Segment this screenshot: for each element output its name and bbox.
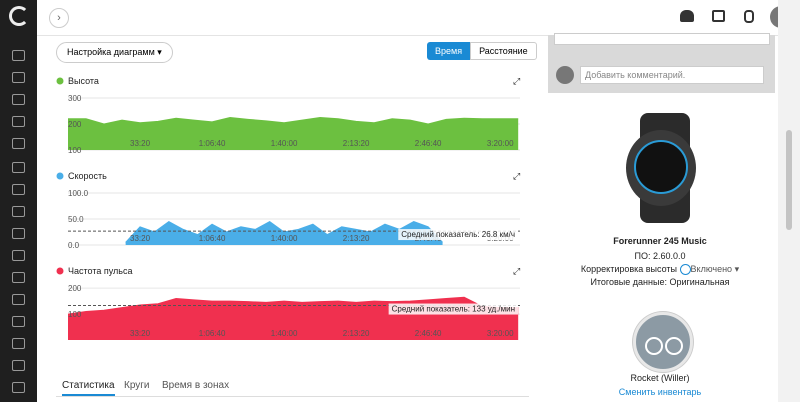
nav-icon[interactable] — [12, 228, 25, 239]
chart-title: Высота — [68, 76, 99, 86]
nav-icon[interactable] — [12, 272, 25, 283]
nav-icon[interactable] — [12, 184, 25, 195]
nav-icon[interactable] — [12, 94, 25, 105]
change-gear[interactable]: Сменить инвентарь — [618, 387, 702, 397]
tab[interactable]: Круги — [124, 380, 150, 391]
x-tick-label: 1:40:00 — [271, 234, 298, 243]
nav-icon[interactable] — [12, 162, 25, 173]
nav-icon[interactable] — [12, 116, 25, 127]
value[interactable]: Включено ▾ — [690, 264, 740, 274]
average-label-bg — [388, 303, 518, 315]
x-tick-label: 2:13:20 — [343, 234, 370, 243]
x-tick-label: 33:20 — [130, 139, 151, 148]
chart-settings[interactable]: Настройка диаграмм ▾ — [56, 42, 173, 63]
scrollbar — [778, 0, 800, 402]
legend-dot — [56, 172, 64, 180]
toggle-time[interactable]: Время — [427, 42, 471, 60]
nav-icon[interactable] — [12, 72, 25, 83]
line — [68, 116, 519, 125]
comment-box — [554, 33, 770, 45]
line — [125, 221, 443, 243]
scroll-thumb[interactable] — [786, 130, 792, 230]
nav-icon[interactable] — [12, 250, 25, 261]
sidebar — [0, 0, 37, 402]
watch-case — [626, 130, 696, 206]
average-label-bg — [398, 229, 518, 241]
y-tick-label: 100 — [68, 310, 82, 319]
help-icon[interactable] — [679, 264, 691, 276]
nav-icon[interactable] — [12, 50, 25, 61]
chart-title: Частота пульса — [68, 266, 132, 276]
device-name: Forerunner 245 Music — [613, 236, 707, 246]
x-tick-label: 2:46:40 — [415, 329, 442, 338]
nav-icon[interactable] — [12, 382, 25, 393]
back-button[interactable]: › — [49, 8, 69, 28]
legend-dot — [56, 77, 64, 85]
avatar — [556, 66, 574, 84]
nav-icon[interactable] — [12, 316, 25, 327]
toggle-distance[interactable]: Расстояние — [470, 42, 537, 60]
x-tick-label: 1:06:40 — [199, 139, 226, 148]
y-tick-label: 100 — [68, 146, 82, 155]
x-tick-label: 3:20:00 — [487, 139, 514, 148]
x-tick-label: 1:06:40 — [199, 329, 226, 338]
nav-icon[interactable] — [12, 338, 25, 349]
y-tick-label: 200 — [68, 120, 82, 129]
label: Корректировка высоты — [580, 264, 678, 274]
y-tick-label: 0.0 — [68, 241, 80, 250]
y-tick-label: 100.0 — [68, 189, 89, 198]
upload-icon[interactable] — [680, 10, 694, 22]
x-tick-label: 2:13:20 — [343, 329, 370, 338]
y-tick-label: 200 — [68, 284, 82, 293]
x-tick-label: 33:20 — [130, 329, 151, 338]
charts: Высота ⤢ 100 200 300 33:20 1:06:40 1:40:00 2:13:… — [56, 76, 520, 340]
x-tick-label: 1:06:40 — [199, 234, 226, 243]
x-tick-label: 2:46:40 — [415, 139, 442, 148]
chart-title: Скорость — [68, 171, 107, 181]
nav-icon[interactable] — [12, 138, 25, 149]
nav-icon[interactable] — [12, 206, 25, 217]
expand-icon: ⤢ — [512, 171, 520, 181]
wheel — [645, 337, 663, 355]
device-icon[interactable] — [744, 10, 754, 23]
bike-icon — [633, 312, 693, 372]
y-tick-label: 300 — [68, 94, 82, 103]
comment-input[interactable]: Добавить комментарий. — [580, 66, 764, 84]
watch-face — [634, 140, 688, 194]
inbox-icon[interactable] — [712, 10, 725, 22]
x-tick-label: 33:20 — [130, 234, 151, 243]
tabs: Статистика Круги Время в зонах — [56, 378, 529, 397]
x-tick-label: 1:40:00 — [271, 139, 298, 148]
area — [125, 221, 443, 245]
area — [68, 117, 519, 150]
average-label: Средний показатель: 26.8 км/ч — [401, 230, 515, 239]
y-tick-label: 50.0 — [68, 215, 84, 224]
nav-icon[interactable] — [12, 360, 25, 371]
summary: Итоговые данные: Оригинальная — [590, 277, 730, 287]
average-label: Средний показатель: 133 уд./мин — [392, 305, 515, 314]
toggle: Время Расстояние — [427, 42, 537, 60]
comment-panel: Добавить комментарий. — [548, 33, 775, 93]
tab[interactable]: Время в зонах — [162, 380, 230, 391]
legend-dot — [56, 267, 64, 275]
gear-name: Rocket (Willer) — [630, 373, 690, 383]
line — [67, 296, 519, 315]
x-tick-label: 1:40:00 — [271, 329, 298, 338]
logo[interactable] — [9, 6, 29, 26]
expand-icon: ⤢ — [512, 76, 520, 86]
wheel — [665, 337, 683, 355]
expand-icon: ⤢ — [512, 266, 520, 276]
altitude-correction: Корректировка высоты Включено ▾ — [0, 264, 800, 276]
tab[interactable]: Статистика — [62, 380, 115, 396]
x-tick-label: 3:20:00 — [487, 329, 514, 338]
nav-icon[interactable] — [12, 294, 25, 305]
x-tick-label: 2:13:20 — [343, 139, 370, 148]
firmware: ПО: 2.60.0.0 — [634, 251, 686, 261]
